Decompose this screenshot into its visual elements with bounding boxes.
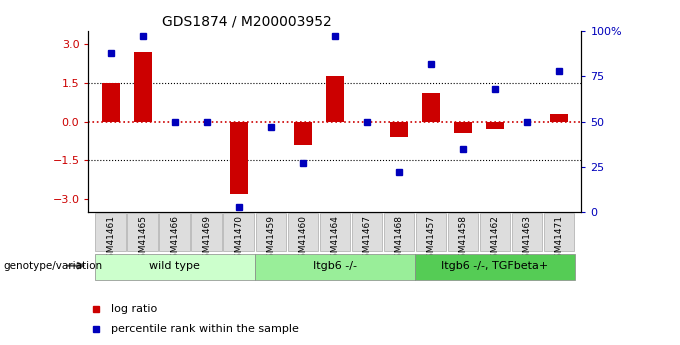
FancyBboxPatch shape — [95, 213, 126, 251]
Bar — [134, 52, 152, 122]
Text: GSM41460: GSM41460 — [299, 215, 307, 264]
Text: GSM41469: GSM41469 — [203, 215, 211, 264]
Text: GSM41471: GSM41471 — [554, 215, 564, 264]
Text: GSM41461: GSM41461 — [106, 215, 116, 264]
Text: GSM41457: GSM41457 — [426, 215, 435, 264]
FancyBboxPatch shape — [320, 213, 350, 251]
Bar — [486, 122, 504, 129]
Text: wild type: wild type — [150, 262, 201, 272]
Bar — [294, 122, 311, 145]
FancyBboxPatch shape — [160, 213, 190, 251]
Text: GSM41470: GSM41470 — [235, 215, 243, 264]
Text: GSM41464: GSM41464 — [330, 215, 339, 264]
FancyBboxPatch shape — [384, 213, 414, 251]
FancyBboxPatch shape — [415, 213, 446, 251]
Text: GSM41458: GSM41458 — [458, 215, 467, 264]
FancyBboxPatch shape — [224, 213, 254, 251]
FancyBboxPatch shape — [127, 213, 158, 251]
Text: Itgb6 -/-, TGFbeta+: Itgb6 -/-, TGFbeta+ — [441, 262, 549, 272]
FancyBboxPatch shape — [447, 213, 478, 251]
FancyBboxPatch shape — [511, 213, 543, 251]
Bar — [326, 76, 343, 122]
FancyBboxPatch shape — [352, 213, 382, 251]
FancyBboxPatch shape — [95, 254, 255, 280]
Text: GSM41459: GSM41459 — [267, 215, 275, 264]
FancyBboxPatch shape — [192, 213, 222, 251]
FancyBboxPatch shape — [288, 213, 318, 251]
Bar — [454, 122, 472, 133]
Text: GSM41462: GSM41462 — [490, 215, 500, 264]
Bar — [390, 122, 408, 137]
Bar — [230, 122, 248, 194]
Text: GSM41463: GSM41463 — [522, 215, 532, 264]
FancyBboxPatch shape — [415, 254, 575, 280]
Text: GDS1874 / M200003952: GDS1874 / M200003952 — [163, 14, 332, 29]
Bar — [102, 83, 120, 122]
Text: genotype/variation: genotype/variation — [3, 262, 103, 271]
FancyBboxPatch shape — [479, 213, 510, 251]
Bar — [422, 93, 440, 122]
Text: percentile rank within the sample: percentile rank within the sample — [111, 324, 299, 334]
FancyBboxPatch shape — [256, 213, 286, 251]
FancyBboxPatch shape — [543, 213, 575, 251]
Text: GSM41466: GSM41466 — [170, 215, 180, 264]
Text: GSM41468: GSM41468 — [394, 215, 403, 264]
Text: GSM41465: GSM41465 — [138, 215, 148, 264]
Bar — [550, 114, 568, 122]
Text: GSM41467: GSM41467 — [362, 215, 371, 264]
Text: log ratio: log ratio — [111, 304, 157, 314]
Text: Itgb6 -/-: Itgb6 -/- — [313, 262, 357, 272]
FancyBboxPatch shape — [255, 254, 415, 280]
